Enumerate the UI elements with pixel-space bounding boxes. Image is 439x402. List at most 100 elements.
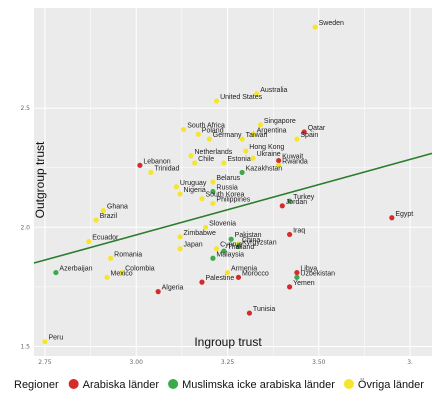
- point-label: South Korea: [205, 192, 244, 199]
- data-point: [210, 200, 216, 207]
- point-label: Turkey: [293, 194, 315, 201]
- data-point: [279, 203, 285, 209]
- data-point: [177, 246, 183, 252]
- data-point: [239, 136, 245, 142]
- data-point: [243, 148, 249, 154]
- point-label: Nigeria: [184, 187, 206, 194]
- point-label: Kuwait: [282, 154, 303, 161]
- data-point: [286, 284, 293, 290]
- y-axis-ticks: 1.5 2.0 2.5: [20, 105, 30, 350]
- data-point: [210, 179, 216, 185]
- data-point: [177, 191, 183, 197]
- x-axis-label: Ingroup trust: [194, 335, 262, 349]
- point-label: Mexico: [111, 270, 133, 277]
- legend-swatch: [168, 379, 179, 389]
- point-label: Singapore: [264, 118, 296, 125]
- data-point: [119, 269, 125, 276]
- point-label: Sweden: [319, 20, 344, 27]
- point-label: Ukraine: [257, 151, 281, 158]
- data-point: [294, 136, 300, 142]
- legend-title: Regioner: [14, 379, 59, 391]
- point-label: Thailand: [227, 244, 254, 251]
- y-tick-label: 2.5: [20, 105, 30, 112]
- data-point: [213, 98, 220, 104]
- data-point: [199, 279, 205, 285]
- point-label: Philippines: [216, 196, 250, 203]
- data-point: [195, 131, 201, 137]
- data-point: [206, 136, 212, 142]
- data-point: [286, 198, 293, 204]
- point-label: Estonia: [227, 156, 250, 163]
- x-axis-ticks: 2.75 3.00 3.25 3.50 3.: [38, 359, 413, 366]
- data-point: [389, 215, 395, 221]
- point-label: Belarus: [216, 175, 240, 182]
- data-point: [254, 91, 260, 97]
- point-label: Palestine: [205, 275, 234, 282]
- y-axis-label: Outgroup trust: [33, 141, 47, 218]
- point-label: Ecuador: [92, 235, 119, 242]
- point-label: Uzbekistan: [300, 270, 335, 277]
- point-label: Rwanda: [282, 158, 308, 165]
- data-point: [213, 246, 220, 252]
- data-point: [177, 234, 183, 240]
- point-label: Trinidad: [154, 165, 179, 172]
- point-label: Ghana: [107, 204, 128, 211]
- data-point: [108, 255, 114, 261]
- data-point: [301, 129, 307, 135]
- x-tick-label: 3.00: [130, 359, 144, 366]
- y-tick-label: 1.5: [20, 343, 30, 350]
- data-point: [246, 310, 253, 316]
- data-point: [181, 126, 187, 133]
- data-point: [257, 122, 263, 128]
- data-point: [286, 231, 293, 238]
- data-point: [276, 162, 282, 168]
- point-label: Argentina: [257, 127, 287, 134]
- point-label: Kyrgyzstan: [242, 239, 277, 246]
- legend-swatch: [68, 379, 79, 389]
- point-label: Japan: [184, 242, 203, 249]
- x-tick-label: 3.: [407, 359, 413, 366]
- point-label: Morocco: [242, 270, 269, 277]
- point-label: Colombia: [125, 266, 155, 273]
- point-label: Cyprus: [220, 242, 243, 249]
- point-label: Peru: [48, 335, 63, 342]
- point-label: Slovenia: [209, 220, 236, 227]
- data-point: [192, 160, 198, 166]
- point-label: South Africa: [187, 123, 225, 130]
- x-tick-label: 3.25: [221, 359, 235, 366]
- grid-lines: [34, 8, 432, 356]
- point-label: Armenia: [231, 266, 257, 273]
- data-point: [53, 269, 59, 276]
- x-tick-label: 3.50: [312, 359, 326, 366]
- point-label: Qatar: [308, 125, 326, 132]
- data-point: [86, 238, 92, 245]
- point-label: Netherlands: [195, 149, 233, 156]
- data-point: [228, 236, 234, 242]
- point-label: Jordan: [286, 199, 308, 206]
- point-label: Poland: [202, 127, 224, 134]
- data-point: [104, 274, 110, 280]
- data-point: [294, 274, 300, 280]
- point-label: Egypt: [395, 211, 413, 218]
- data-point: [155, 289, 161, 295]
- data-point: [312, 24, 318, 30]
- data-point: [250, 155, 256, 161]
- point-label: Kazakhstan: [246, 165, 283, 172]
- point-label: Germany: [213, 132, 242, 139]
- legend-label: Arabiska länder: [83, 379, 160, 391]
- data-point: [235, 274, 242, 280]
- plot-panel: [34, 8, 432, 356]
- point-label: Azerbaijan: [59, 266, 92, 273]
- point-label: United States: [220, 94, 263, 101]
- data-point: [239, 169, 245, 176]
- data-point: [235, 243, 242, 249]
- data-point: [250, 131, 256, 137]
- trend-line: [33, 152, 433, 264]
- legend-label: Övriga länder: [358, 379, 424, 391]
- point-label: Chile: [198, 156, 214, 163]
- point-label: Zimbabwe: [184, 230, 216, 237]
- legend-label: Muslimska icke arabiska länder: [182, 379, 335, 391]
- point-label: Pakistan: [235, 232, 262, 239]
